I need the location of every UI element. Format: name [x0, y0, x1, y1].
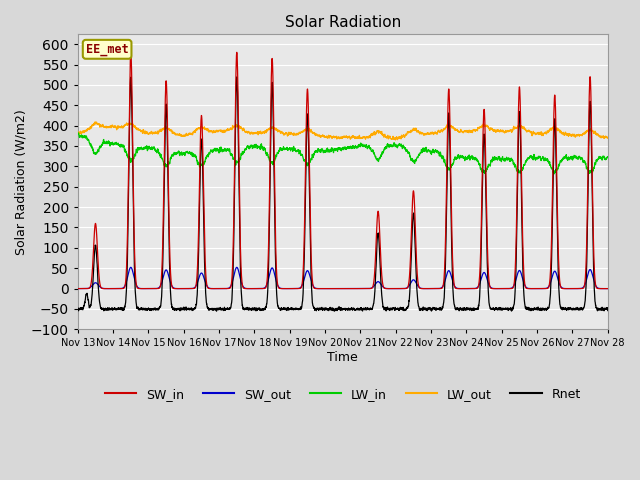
- Title: Solar Radiation: Solar Radiation: [285, 15, 401, 30]
- Y-axis label: Solar Radiation (W/m2): Solar Radiation (W/m2): [15, 109, 28, 254]
- Legend: SW_in, SW_out, LW_in, LW_out, Rnet: SW_in, SW_out, LW_in, LW_out, Rnet: [100, 383, 586, 406]
- Text: EE_met: EE_met: [86, 43, 129, 56]
- X-axis label: Time: Time: [328, 351, 358, 364]
